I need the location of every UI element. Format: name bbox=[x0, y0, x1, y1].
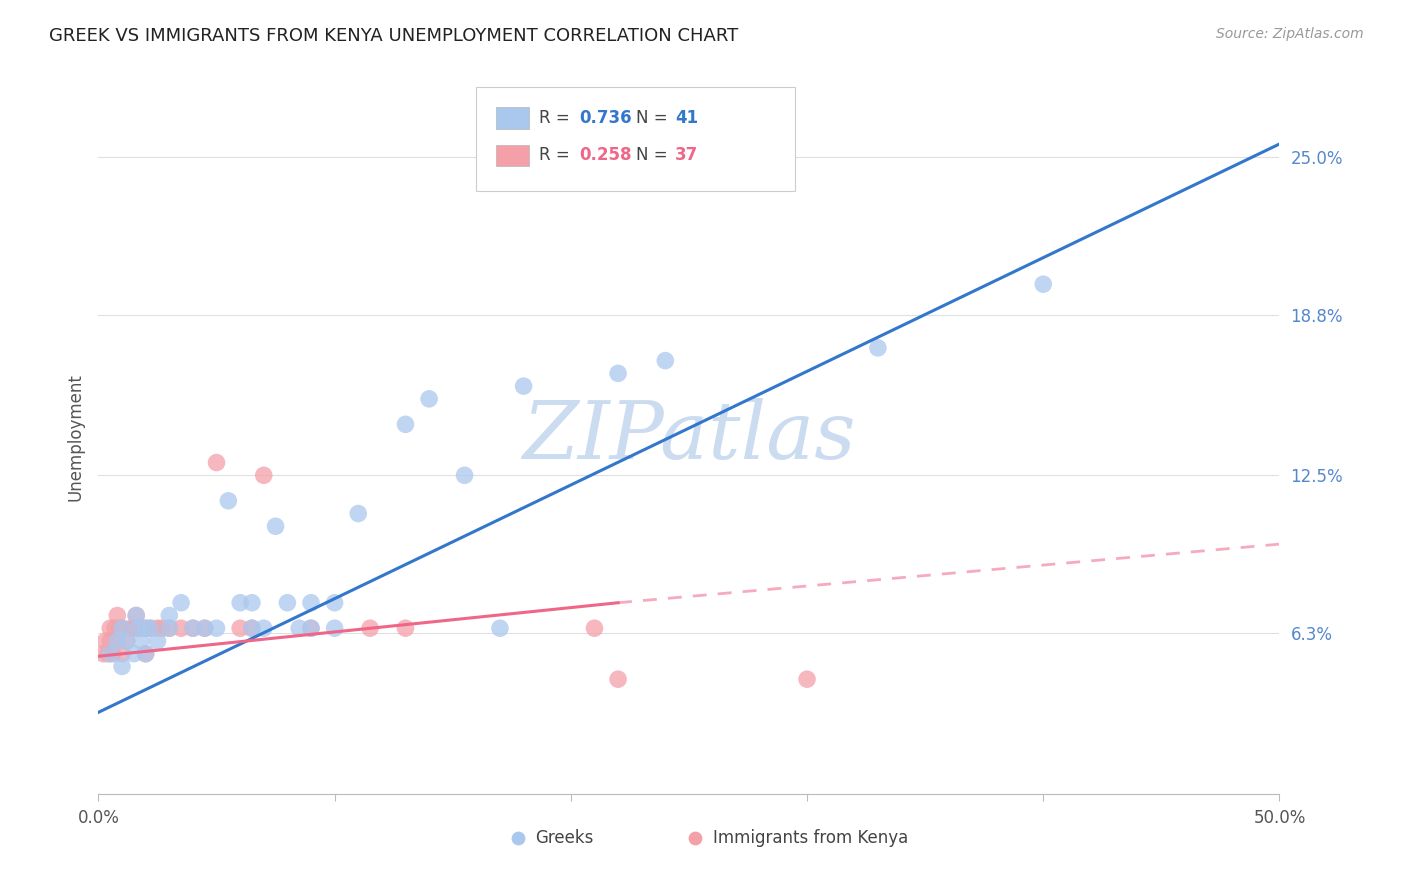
Point bbox=[181, 621, 204, 635]
Point bbox=[115, 634, 138, 648]
Point bbox=[146, 634, 169, 648]
Point bbox=[125, 608, 148, 623]
Point bbox=[1032, 277, 1054, 292]
Text: N =: N = bbox=[636, 146, 672, 164]
Point bbox=[111, 659, 134, 673]
Text: Greeks: Greeks bbox=[536, 830, 593, 847]
Point bbox=[111, 647, 134, 661]
Y-axis label: Unemployment: Unemployment bbox=[66, 373, 84, 501]
Point bbox=[105, 634, 128, 648]
Point bbox=[150, 621, 173, 635]
Point bbox=[607, 367, 630, 381]
Point bbox=[122, 647, 145, 661]
Point bbox=[229, 596, 252, 610]
Point bbox=[146, 621, 169, 635]
Point bbox=[253, 621, 276, 635]
Point bbox=[135, 621, 157, 635]
Point bbox=[101, 647, 124, 661]
Point bbox=[111, 621, 134, 635]
Point bbox=[98, 647, 121, 661]
Point bbox=[129, 621, 152, 635]
Bar bbox=[496, 145, 530, 166]
Point bbox=[394, 417, 416, 432]
Point bbox=[299, 621, 322, 635]
Point bbox=[253, 468, 276, 483]
Point bbox=[583, 621, 606, 635]
Point bbox=[240, 621, 263, 635]
Point bbox=[323, 621, 346, 635]
Point bbox=[359, 621, 381, 635]
Point bbox=[139, 621, 162, 635]
Point bbox=[299, 596, 322, 610]
Point bbox=[115, 634, 138, 648]
Point bbox=[128, 621, 150, 635]
Point bbox=[240, 596, 263, 610]
Point bbox=[205, 456, 228, 470]
Point bbox=[394, 621, 416, 635]
Text: 0.258: 0.258 bbox=[579, 146, 631, 164]
Point bbox=[866, 341, 889, 355]
FancyBboxPatch shape bbox=[477, 87, 796, 191]
Point bbox=[170, 596, 193, 610]
Point bbox=[108, 621, 131, 635]
Point bbox=[91, 647, 114, 661]
Point bbox=[299, 621, 322, 635]
Text: Source: ZipAtlas.com: Source: ZipAtlas.com bbox=[1216, 27, 1364, 41]
Point bbox=[135, 621, 157, 635]
Point bbox=[157, 621, 180, 635]
Point bbox=[104, 621, 127, 635]
Point bbox=[97, 647, 120, 661]
Point bbox=[98, 634, 121, 648]
Point bbox=[139, 621, 162, 635]
Point bbox=[170, 621, 193, 635]
Text: GREEK VS IMMIGRANTS FROM KENYA UNEMPLOYMENT CORRELATION CHART: GREEK VS IMMIGRANTS FROM KENYA UNEMPLOYM… bbox=[49, 27, 738, 45]
Point bbox=[125, 608, 148, 623]
Point bbox=[796, 672, 818, 686]
Bar bbox=[496, 107, 530, 128]
Point bbox=[288, 621, 311, 635]
Text: ZIPatlas: ZIPatlas bbox=[522, 399, 856, 475]
Point bbox=[181, 621, 204, 635]
Point bbox=[94, 634, 117, 648]
Text: Immigrants from Kenya: Immigrants from Kenya bbox=[713, 830, 908, 847]
Text: 41: 41 bbox=[675, 109, 697, 127]
Point bbox=[128, 621, 150, 635]
Point bbox=[418, 392, 440, 406]
Point bbox=[157, 621, 180, 635]
Point bbox=[194, 621, 217, 635]
Point bbox=[122, 621, 145, 635]
Point bbox=[194, 621, 217, 635]
Point bbox=[135, 647, 157, 661]
Point bbox=[157, 608, 180, 623]
Point bbox=[105, 634, 128, 648]
Point bbox=[654, 353, 676, 368]
Point bbox=[512, 379, 534, 393]
Text: N =: N = bbox=[636, 109, 672, 127]
Point bbox=[205, 621, 228, 635]
Point bbox=[264, 519, 287, 533]
Point bbox=[607, 672, 630, 686]
Text: R =: R = bbox=[538, 146, 575, 164]
Point bbox=[105, 608, 128, 623]
Point bbox=[347, 507, 370, 521]
Point bbox=[129, 634, 152, 648]
Text: 0.736: 0.736 bbox=[579, 109, 631, 127]
Point bbox=[240, 621, 263, 635]
Point bbox=[276, 596, 298, 610]
Point bbox=[489, 621, 512, 635]
Text: 37: 37 bbox=[675, 146, 697, 164]
Point bbox=[453, 468, 475, 483]
Point bbox=[217, 493, 239, 508]
Point bbox=[111, 621, 134, 635]
Point bbox=[135, 647, 157, 661]
Point bbox=[229, 621, 252, 635]
Text: R =: R = bbox=[538, 109, 575, 127]
Point bbox=[121, 621, 143, 635]
Point bbox=[98, 621, 121, 635]
Point bbox=[323, 596, 346, 610]
